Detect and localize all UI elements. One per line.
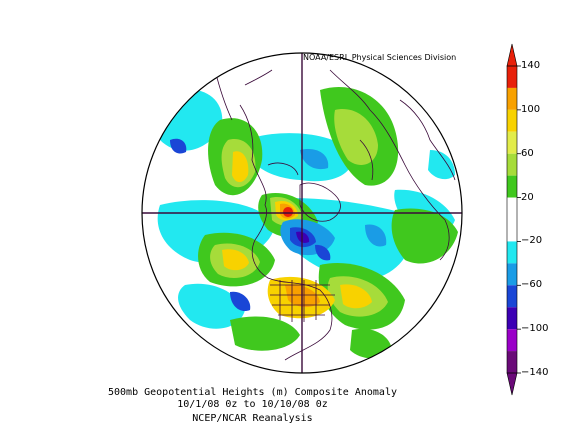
colorbar-tick-label: −140 — [521, 367, 549, 378]
colorbar-band — [507, 263, 517, 286]
colorbar-band — [507, 351, 517, 373]
colorbar-band — [507, 241, 517, 264]
colorbar-tick-label: 140 — [521, 60, 541, 71]
colorbar-band — [507, 329, 517, 352]
map-boundary — [141, 52, 463, 374]
colorbar-band — [507, 307, 517, 330]
colorbar-band — [507, 87, 517, 110]
colorbar-band — [507, 285, 517, 308]
credit-label: NOAA/ESRL Physical Sciences Division — [303, 53, 457, 62]
colorbar-tick-label: 20 — [521, 191, 534, 203]
caption-title: 500mb Geopotential Heights (m) Composite… — [108, 387, 397, 398]
caption-dates: 10/1/08 0z to 10/10/08 0z — [177, 399, 328, 410]
colorbar-tick-label: 100 — [521, 103, 541, 115]
colorbar-band — [507, 153, 517, 176]
colorbar-band — [507, 197, 517, 242]
colorbar-band — [507, 131, 517, 154]
colorbar-tick-label: −20 — [521, 235, 543, 247]
caption-source: NCEP/NCAR Reanalysis — [192, 413, 313, 424]
colorbar-tick-label: −60 — [521, 279, 543, 291]
colorbar-max-arrow — [506, 43, 518, 67]
colorbar-tick-label: −100 — [521, 323, 549, 335]
colorbar-band — [507, 175, 517, 198]
colorbar-band — [507, 66, 517, 88]
colorbar-band — [507, 109, 517, 132]
colorbar-tick-label: 60 — [521, 147, 534, 159]
anomaly-field — [155, 86, 458, 359]
